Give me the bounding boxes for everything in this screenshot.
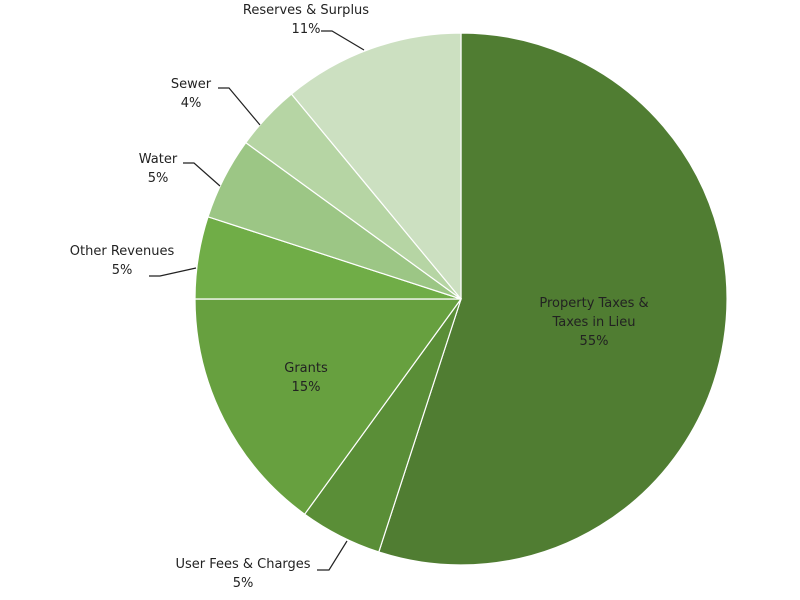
leader-line-user-fees-and-charges (317, 540, 348, 571)
leader-line-other-revenues (149, 267, 197, 277)
slice-label-water: Water 5% (139, 152, 178, 186)
slice-label-user-fees-and-charges: User Fees & Charges 5% (175, 557, 310, 591)
slice-percent-label: 5% (233, 576, 254, 591)
slice-percent-label: 4% (181, 96, 202, 111)
slice-label-grants: Grants 15% (284, 361, 328, 395)
slice-percent-label: 55% (580, 334, 609, 349)
slice-name-label: Other Revenues (70, 244, 175, 259)
leader-line-water (183, 162, 221, 187)
slice-percent-label: 11% (292, 22, 321, 37)
labels-layer: Property Taxes & Taxes in Lieu 55% User Fee… (70, 3, 649, 591)
slice-label-reserves-and-surplus: Reserves & Surplus 11% (243, 3, 369, 37)
pie-slice-property-taxes-and-taxes-in-lieu (378, 32, 728, 566)
slice-name-label: Property Taxes & (539, 296, 648, 311)
slice-name-label: Taxes in Lieu (551, 315, 635, 330)
pie-slice-grants (194, 298, 463, 516)
slice-percent-label: 15% (292, 380, 321, 395)
slice-name-label: Reserves & Surplus (243, 3, 369, 18)
slice-name-label: Grants (284, 361, 328, 376)
leader-lines-layer (149, 30, 365, 571)
slice-name-label: Sewer (171, 77, 212, 92)
slice-label-property-taxes-and-taxes-in-lieu: Property Taxes & Taxes in Lieu 55% (539, 296, 648, 349)
leader-line-sewer (218, 87, 261, 126)
pie-slice-reserves-and-surplus (290, 32, 462, 301)
slice-name-label: User Fees & Charges (175, 557, 310, 572)
slice-label-sewer: Sewer 4% (171, 77, 212, 111)
slice-label-other-revenues: Other Revenues 5% (70, 244, 175, 278)
slices-layer (194, 32, 728, 566)
leader-line-reserves-and-surplus (321, 30, 365, 51)
slice-percent-label: 5% (148, 171, 169, 186)
slice-name-label: Water (139, 152, 178, 167)
slice-percent-label: 5% (112, 263, 133, 278)
